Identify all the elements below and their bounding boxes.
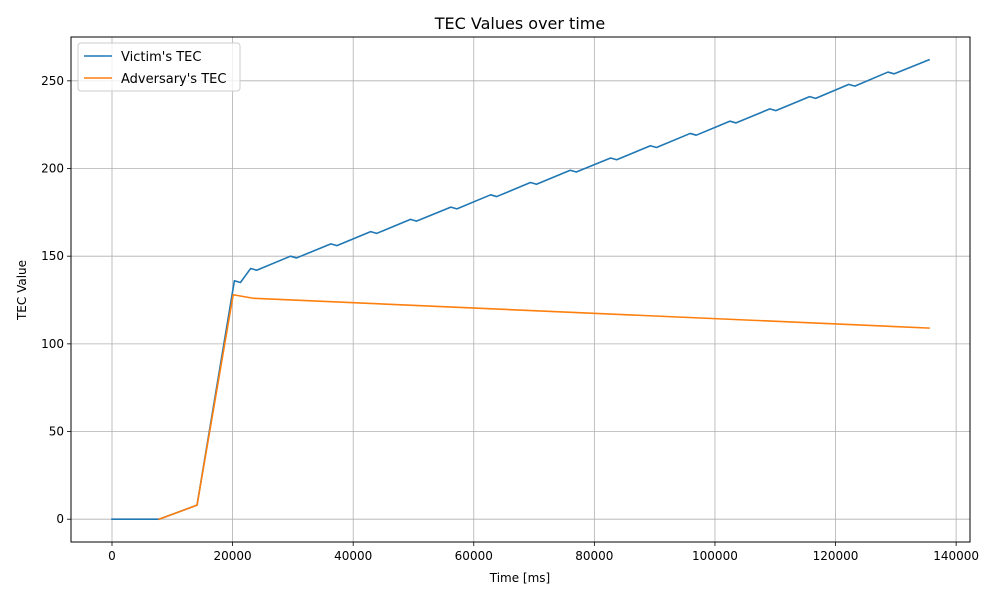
x-tick-label: 60000 (455, 549, 493, 563)
y-tick-label: 200 (41, 162, 64, 176)
legend-label-adversary: Adversary's TEC (121, 72, 226, 87)
y-tick-label: 100 (41, 337, 64, 351)
x-tick-label: 40000 (334, 549, 372, 563)
x-tick-label: 100000 (692, 549, 738, 563)
y-tick-label: 150 (41, 249, 64, 263)
y-tick-label: 0 (56, 512, 64, 526)
y-tick-label: 50 (49, 425, 64, 439)
x-tick-label: 120000 (813, 549, 859, 563)
victim-tec-line (111, 58, 931, 521)
y-axis-label: TEC Value (15, 260, 29, 321)
grid-lines (71, 37, 970, 542)
axis-ticks: 0 20000 40000 60000 80000 100000 120000 140000 0… (41, 74, 979, 563)
plot-frame (70, 36, 971, 543)
legend-box (77, 42, 241, 92)
x-axis-label: Time [ms] (489, 571, 551, 585)
x-tick-label: 140000 (933, 549, 979, 563)
adversary-tec-line (158, 293, 930, 521)
legend: Victim's TEC Adversary's TEC (77, 42, 241, 92)
x-tick-label: 20000 (213, 549, 251, 563)
x-tick-label: 0 (108, 549, 116, 563)
series-lines (111, 58, 931, 521)
x-tick-label: 80000 (575, 549, 613, 563)
legend-label-victim: Victim's TEC (121, 50, 201, 65)
chart-title: TEC Values over time (434, 14, 605, 33)
y-tick-label: 250 (41, 74, 64, 88)
